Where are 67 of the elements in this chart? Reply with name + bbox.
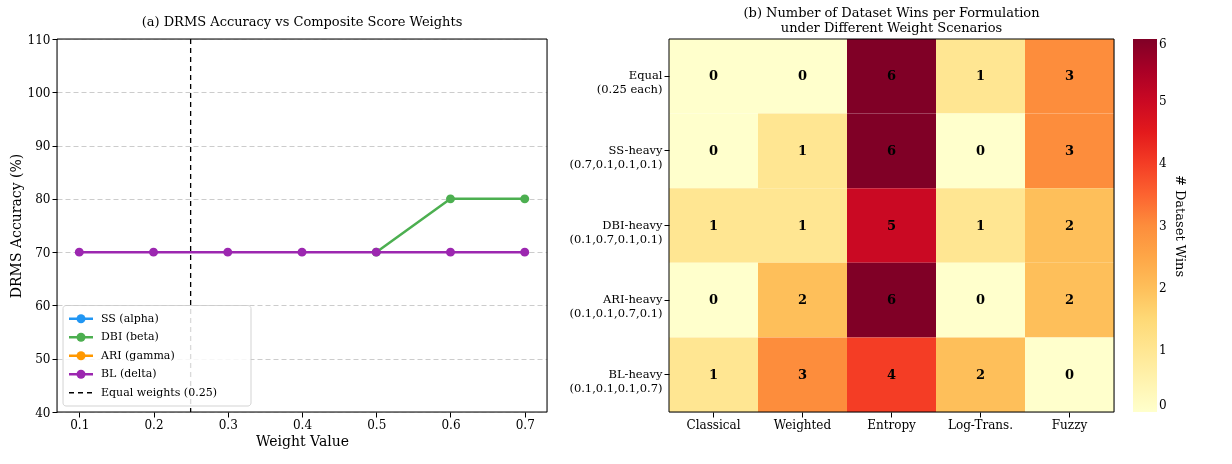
data-label: 3: [1064, 68, 1075, 84]
y-tick-label: 40: [35, 405, 51, 420]
color-bar-label: 5: [1159, 94, 1167, 109]
data-label: 0: [708, 142, 719, 158]
y-tick-label: 50: [35, 352, 51, 367]
data-label: 0: [708, 292, 719, 308]
legend-label: DBI (beta): [101, 330, 159, 344]
color-bar-label: 4: [1159, 156, 1167, 171]
color-bar-label: 6: [1159, 37, 1167, 51]
legend-label: BL (delta): [101, 367, 157, 381]
data-label: 0: [1064, 366, 1075, 382]
x-tick-label: 0.7: [515, 417, 535, 432]
color-bar-label: 1: [1159, 342, 1167, 357]
data-label: 6: [886, 142, 897, 158]
data-label: 2: [975, 366, 986, 382]
y-tick-label: 100: [27, 85, 51, 100]
chart-title: (b) Number of Dataset Wins per Formulation under Different Weight Scenarios: [743, 4, 1041, 35]
data-label: 0: [797, 68, 808, 84]
data-label: 3: [797, 366, 808, 382]
data-label: 6: [886, 292, 897, 308]
y-tick-label: 80: [35, 192, 51, 207]
data-label: 1: [797, 217, 808, 233]
ref-line-label: Equal weights (0.25): [101, 385, 217, 399]
x-tick-label: Fuzzy: [1051, 417, 1088, 432]
data-label: 2: [797, 292, 808, 308]
legend-label: SS (alpha): [101, 311, 159, 325]
legend-label: ARI (gamma): [100, 348, 175, 362]
y-tick-label: 60: [35, 298, 51, 313]
color-bar-label: 0: [1159, 398, 1167, 412]
x-tick-label: 0.2: [144, 417, 164, 432]
y-tick-label: SS-heavy (0.7,0.1,0.1,0.1): [569, 142, 663, 171]
data-label: 6: [886, 68, 897, 84]
x-tick-label: 0.5: [367, 417, 387, 432]
data-label: 3: [1064, 142, 1075, 158]
x-tick-label: Weighted: [773, 417, 832, 432]
x-tick-label: Entropy: [867, 417, 917, 432]
data-label: 1: [975, 217, 986, 233]
data-label: 0: [975, 142, 986, 158]
color-bar-label: 3: [1159, 218, 1167, 233]
color-bar-title: # Dataset Wins: [1173, 174, 1188, 278]
data-label: 1: [708, 217, 719, 233]
data-label: 2: [1064, 217, 1075, 233]
x-axis-title: Weight Value: [255, 432, 350, 449]
y-tick-label: 70: [35, 245, 51, 260]
chart-title: (a) DRMS Accuracy vs Composite Score Weights: [141, 14, 463, 29]
y-tick-label: 90: [35, 139, 51, 154]
data-label: 1: [797, 142, 808, 158]
x-tick-label: 0.6: [441, 417, 461, 432]
y-tick-label: DBI-heavy (0.1,0.7,0.1,0.1): [569, 217, 663, 246]
y-axis-title: DRMS Accuracy (%): [7, 153, 24, 299]
data-label: 2: [1064, 292, 1075, 308]
data-label: 1: [975, 68, 986, 84]
data-label: 4: [886, 366, 897, 382]
y-tick-label: Equal (0.25 each): [596, 68, 663, 97]
x-tick-label: 0.1: [70, 417, 90, 432]
y-tick-label: ARI-heavy (0.1,0.1,0.7,0.1): [569, 292, 663, 321]
x-tick-label: Log-Trans.: [947, 417, 1014, 432]
data-label: 0: [708, 68, 719, 84]
data-label: 1: [708, 366, 719, 382]
data-label: 5: [886, 217, 897, 233]
y-tick-label: 110: [27, 32, 51, 47]
x-tick-label: Classical: [686, 417, 741, 432]
y-tick-label: BL-heavy (0.1,0.1,0.1,0.7): [569, 366, 663, 395]
color-bar-label: 2: [1159, 280, 1167, 295]
data-label: 0: [975, 292, 986, 308]
x-tick-label: 0.3: [218, 417, 238, 432]
x-tick-label: 0.4: [292, 417, 313, 432]
